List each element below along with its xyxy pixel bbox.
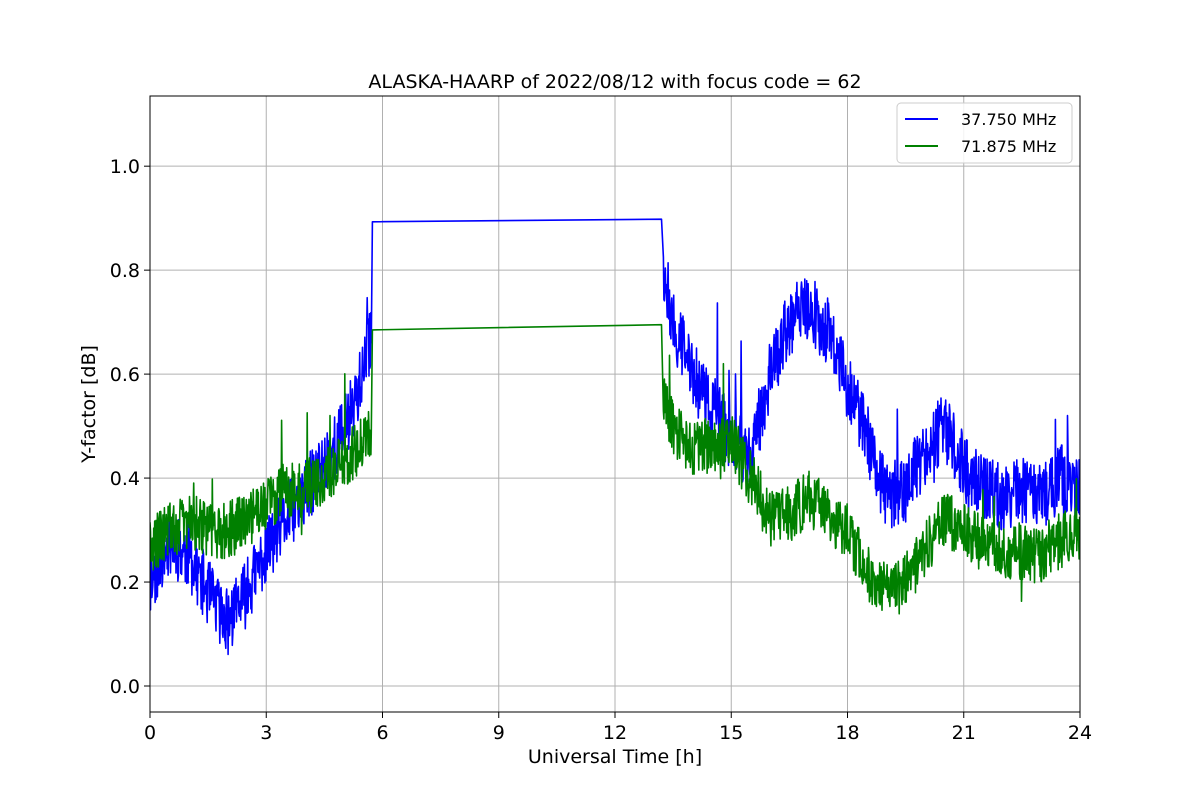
y-axis-ticks: 0.0 0.2 0.4 0.6 0.8 1.0 — [110, 156, 150, 698]
y-tick-label: 0.0 — [110, 676, 140, 698]
legend-label-37750: 37.750 MHz — [961, 110, 1056, 129]
y-tick-label: 0.2 — [110, 572, 140, 594]
x-tick-label: 12 — [603, 722, 627, 744]
x-tick-label: 24 — [1068, 722, 1092, 744]
legend-label-71875: 71.875 MHz — [961, 137, 1056, 156]
x-tick-label: 6 — [376, 722, 388, 744]
y-tick-label: 0.4 — [110, 468, 140, 490]
y-tick-label: 0.6 — [110, 364, 140, 386]
y-tick-label: 1.0 — [110, 156, 140, 178]
x-tick-label: 0 — [144, 722, 156, 744]
series-line-71875 — [150, 323, 1080, 615]
x-axis-label: Universal Time [h] — [528, 746, 702, 768]
x-tick-label: 15 — [719, 722, 743, 744]
chart-title: ALASKA-HAARP of 2022/08/12 with focus co… — [368, 71, 861, 93]
y-tick-label: 0.8 — [110, 260, 140, 282]
x-axis-ticks: 0 3 6 9 12 15 18 21 24 — [144, 712, 1092, 744]
x-tick-label: 9 — [493, 722, 505, 744]
legend-box — [896, 102, 1073, 164]
legend: 37.750 MHz 71.875 MHz — [896, 102, 1073, 164]
y-axis-label: Y-factor [dB] — [78, 345, 100, 464]
x-tick-label: 3 — [260, 722, 272, 744]
series-line-37750 — [150, 218, 1080, 656]
x-tick-label: 21 — [952, 722, 976, 744]
plot-series — [150, 218, 1080, 656]
x-tick-label: 18 — [835, 722, 859, 744]
